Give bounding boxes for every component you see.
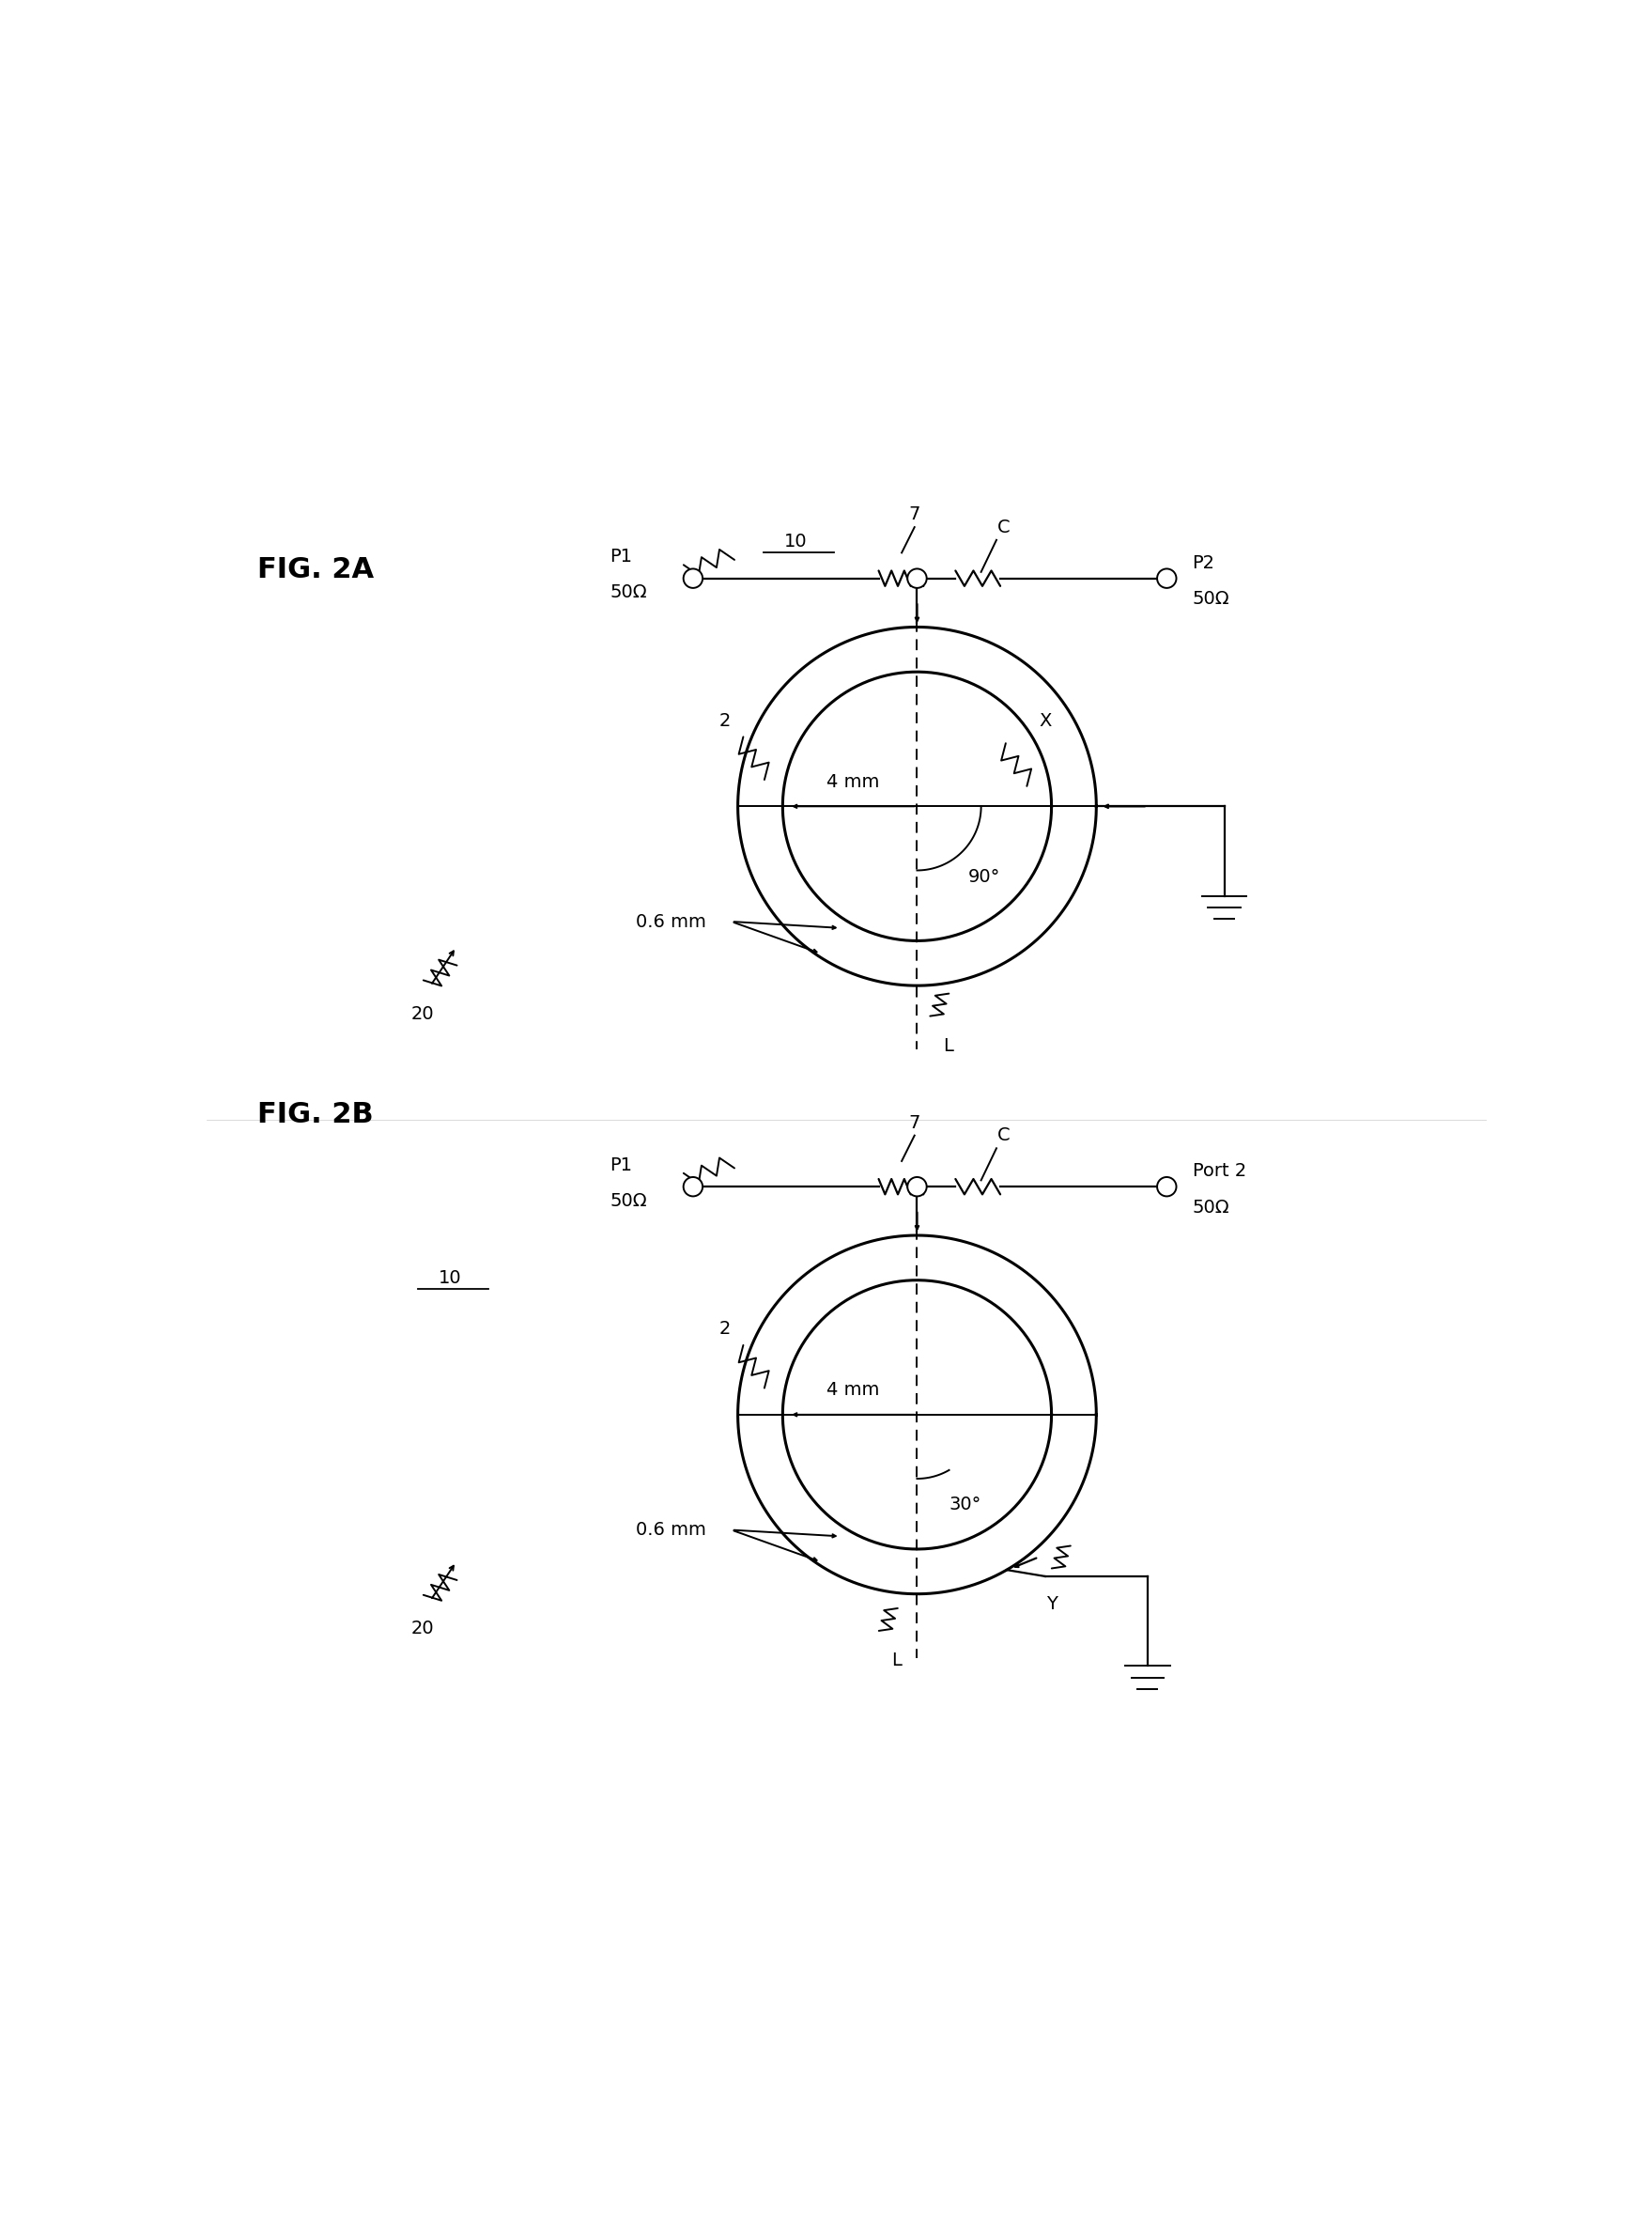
Circle shape: [1156, 568, 1176, 588]
Text: Port 2: Port 2: [1193, 1162, 1246, 1180]
Circle shape: [907, 568, 927, 588]
Text: 7: 7: [909, 1113, 920, 1131]
Text: 90°: 90°: [968, 867, 1001, 885]
Circle shape: [1156, 1178, 1176, 1196]
Text: Y: Y: [1046, 1595, 1057, 1612]
Circle shape: [684, 568, 702, 588]
Text: 20: 20: [411, 1619, 434, 1637]
Text: L: L: [892, 1652, 902, 1670]
Text: 30°: 30°: [950, 1495, 981, 1513]
Text: C: C: [998, 1127, 1011, 1144]
Text: 7: 7: [909, 506, 920, 523]
Text: 50Ω: 50Ω: [610, 1191, 648, 1209]
Text: 10: 10: [785, 532, 806, 550]
Text: 20: 20: [411, 1005, 434, 1022]
Text: 4 mm: 4 mm: [826, 1382, 879, 1400]
Text: P2: P2: [1193, 554, 1214, 572]
Text: 10: 10: [438, 1269, 461, 1286]
Text: 0.6 mm: 0.6 mm: [636, 1522, 705, 1539]
Text: 2: 2: [719, 712, 730, 730]
Text: 50Ω: 50Ω: [1193, 590, 1229, 608]
Text: 50Ω: 50Ω: [1193, 1198, 1229, 1215]
Text: 4 mm: 4 mm: [826, 774, 879, 792]
Text: X: X: [1039, 712, 1051, 730]
Circle shape: [684, 1178, 702, 1196]
Text: 0.6 mm: 0.6 mm: [636, 912, 705, 932]
Text: P1: P1: [610, 1156, 633, 1173]
Text: 2: 2: [719, 1320, 730, 1337]
Text: 50Ω: 50Ω: [610, 583, 648, 601]
Text: C: C: [998, 519, 1011, 537]
Text: P1: P1: [610, 548, 633, 566]
Circle shape: [907, 1178, 927, 1196]
Text: FIG. 2B: FIG. 2B: [258, 1100, 373, 1129]
Text: L: L: [943, 1036, 953, 1056]
Text: FIG. 2A: FIG. 2A: [258, 557, 375, 583]
